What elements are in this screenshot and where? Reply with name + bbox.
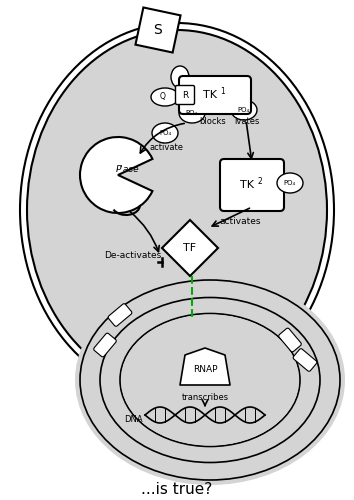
Text: De-activates: De-activates bbox=[104, 250, 162, 260]
Text: activate: activate bbox=[150, 144, 184, 152]
Ellipse shape bbox=[277, 173, 303, 193]
Text: activates: activates bbox=[219, 218, 261, 226]
FancyBboxPatch shape bbox=[279, 328, 301, 352]
Text: Q: Q bbox=[160, 92, 166, 102]
Wedge shape bbox=[80, 137, 153, 213]
Ellipse shape bbox=[151, 88, 179, 106]
FancyBboxPatch shape bbox=[176, 86, 194, 104]
Ellipse shape bbox=[23, 26, 331, 394]
Text: TK: TK bbox=[240, 180, 254, 190]
FancyBboxPatch shape bbox=[179, 76, 251, 114]
Text: RNAP: RNAP bbox=[193, 366, 217, 374]
Ellipse shape bbox=[192, 85, 214, 101]
Ellipse shape bbox=[75, 275, 345, 485]
Polygon shape bbox=[180, 348, 230, 385]
Ellipse shape bbox=[171, 66, 189, 88]
Ellipse shape bbox=[121, 314, 299, 446]
FancyBboxPatch shape bbox=[94, 333, 116, 357]
Ellipse shape bbox=[231, 100, 257, 120]
Ellipse shape bbox=[179, 103, 205, 123]
Text: R: R bbox=[182, 90, 188, 100]
FancyBboxPatch shape bbox=[108, 304, 132, 326]
Text: P'ase: P'ase bbox=[116, 164, 140, 173]
FancyBboxPatch shape bbox=[293, 348, 317, 372]
Text: 1: 1 bbox=[221, 88, 225, 96]
Text: DNA: DNA bbox=[124, 416, 143, 424]
FancyBboxPatch shape bbox=[220, 159, 284, 211]
Polygon shape bbox=[162, 220, 218, 276]
Text: blocks: blocks bbox=[200, 118, 226, 126]
Text: PO₄: PO₄ bbox=[159, 130, 171, 136]
Text: ivates: ivates bbox=[234, 118, 260, 126]
Text: TF: TF bbox=[183, 243, 196, 253]
Text: TK: TK bbox=[203, 90, 217, 100]
Ellipse shape bbox=[152, 123, 178, 143]
Ellipse shape bbox=[27, 30, 327, 390]
FancyBboxPatch shape bbox=[136, 8, 181, 52]
Text: PO₄: PO₄ bbox=[284, 180, 296, 186]
Text: ...is true?: ...is true? bbox=[141, 482, 213, 498]
Text: 2: 2 bbox=[258, 178, 262, 186]
Text: transcribes: transcribes bbox=[182, 394, 229, 402]
Text: PO₄: PO₄ bbox=[186, 110, 198, 116]
Text: S: S bbox=[154, 23, 162, 37]
Text: PO₄: PO₄ bbox=[238, 107, 250, 113]
